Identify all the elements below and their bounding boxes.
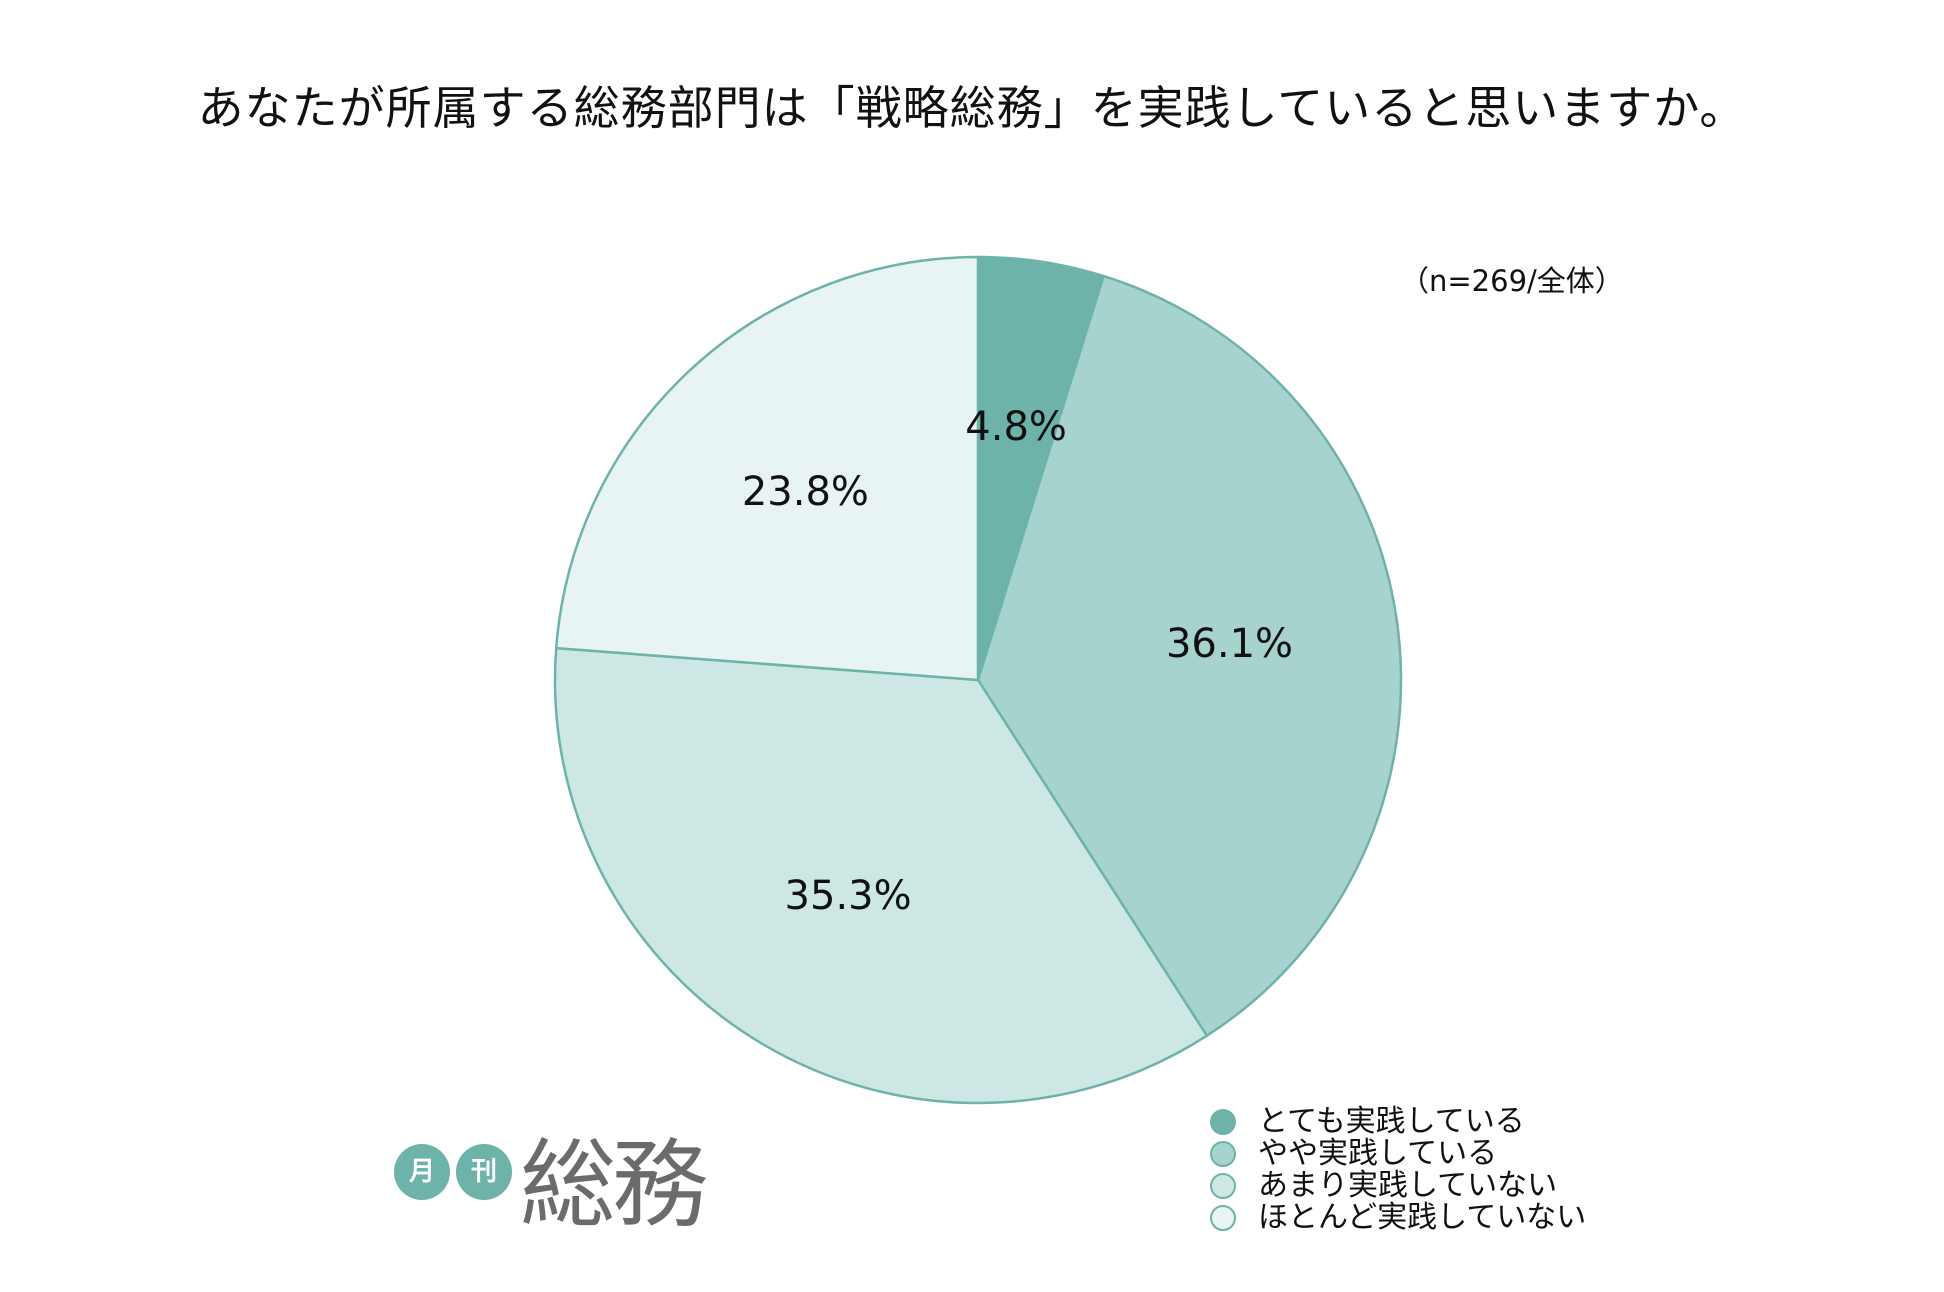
logo-badge-month: 月 — [394, 1144, 450, 1200]
legend-swatch-icon — [1210, 1109, 1236, 1135]
legend-swatch-icon — [1210, 1173, 1236, 1199]
legend-item: やや実践している — [1210, 1138, 1586, 1170]
legend: とても実践している やや実践している あまり実践していない ほとんど実践していな… — [1210, 1106, 1586, 1234]
logo-wordmark: 総務 — [520, 1129, 708, 1241]
pie-slice-3 — [553, 646, 1209, 1105]
legend-label: やや実践している — [1258, 1136, 1498, 1171]
legend-label: とても実践している — [1258, 1104, 1525, 1139]
pie-slices — [553, 255, 1403, 1105]
slice-value-label: 4.8% — [965, 404, 1067, 450]
logo-badge-issue: 刊 — [456, 1144, 512, 1200]
chart-title: あなたが所属する総務部門は「戦略総務」を実践していると思いますか。 — [197, 81, 1747, 135]
slice-value-label: 35.3% — [785, 873, 912, 919]
legend-item: ほとんど実践していない — [1210, 1202, 1586, 1234]
pie-slice-4 — [554, 255, 980, 682]
legend-item: あまり実践していない — [1210, 1170, 1586, 1202]
pie-slice-2 — [976, 274, 1403, 1037]
sample-size-note: （n=269/全体） — [1400, 264, 1624, 298]
legend-label: ほとんど実践していない — [1258, 1200, 1587, 1235]
legend-item: とても実践している — [1210, 1106, 1586, 1138]
slice-value-label: 23.8% — [742, 469, 869, 515]
legend-swatch-icon — [1210, 1141, 1236, 1167]
legend-swatch-icon — [1210, 1205, 1236, 1231]
slice-value-label: 36.1% — [1166, 621, 1293, 667]
pie-labels: 4.8% 36.1% 35.3% 23.8% — [742, 404, 1293, 919]
publication-logo: 月 刊 総務 — [394, 1130, 708, 1250]
legend-label: あまり実践していない — [1258, 1168, 1558, 1203]
